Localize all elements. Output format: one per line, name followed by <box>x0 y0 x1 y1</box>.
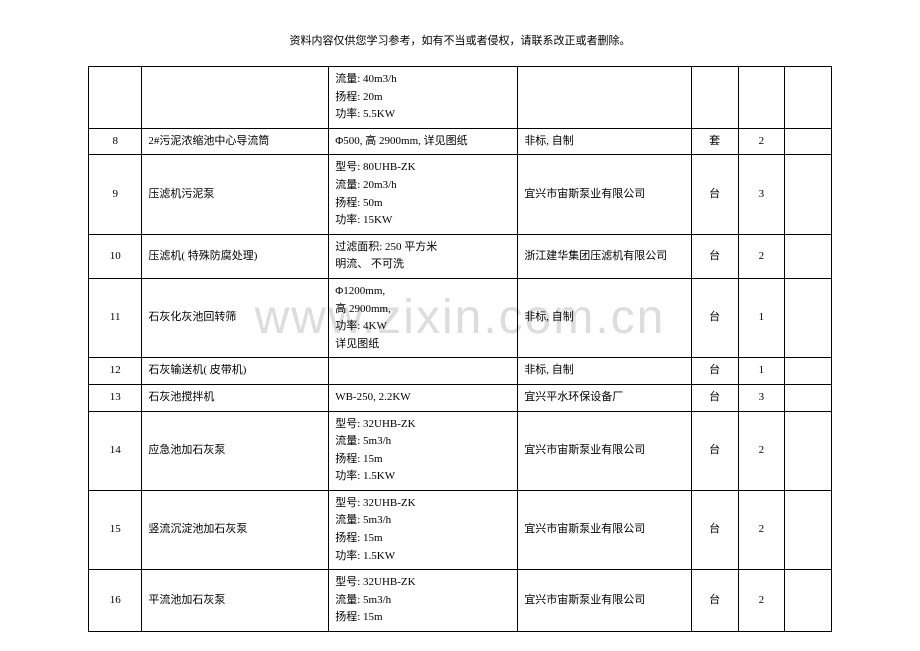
table-row: 流量: 40m3/h 扬程: 20m 功率: 5.5KW <box>89 67 832 129</box>
cell-name <box>142 67 329 129</box>
cell-note <box>785 128 832 155</box>
cell-manufacturer: 非标, 自制 <box>518 278 692 357</box>
table-row: 10压滤机( 特殊防腐处理)过滤面积: 250 平方米 明流、 不可洗浙江建华集… <box>89 234 832 278</box>
cell-manufacturer: 宜兴市宙斯泵业有限公司 <box>518 570 692 632</box>
cell-spec: 型号: 80UHB-ZK 流量: 20m3/h 扬程: 50m 功率: 15KW <box>329 155 518 234</box>
cell-quantity: 2 <box>738 128 785 155</box>
cell-name: 石灰输送机( 皮带机) <box>142 358 329 385</box>
cell-unit <box>691 67 738 129</box>
cell-quantity: 1 <box>738 278 785 357</box>
cell-spec: Φ1200mm, 高 2900mm, 功率: 4KW 详见图纸 <box>329 278 518 357</box>
cell-manufacturer: 宜兴市宙斯泵业有限公司 <box>518 411 692 490</box>
cell-spec: 型号: 32UHB-ZK 流量: 5m3/h 扬程: 15m <box>329 570 518 632</box>
cell-name: 石灰池搅拌机 <box>142 384 329 411</box>
cell-quantity: 3 <box>738 155 785 234</box>
cell-unit: 台 <box>691 278 738 357</box>
cell-unit: 台 <box>691 570 738 632</box>
cell-quantity: 2 <box>738 490 785 569</box>
cell-name: 2#污泥浓缩池中心导流筒 <box>142 128 329 155</box>
cell-quantity <box>738 67 785 129</box>
cell-name: 石灰化灰池回转筛 <box>142 278 329 357</box>
cell-manufacturer: 非标, 自制 <box>518 358 692 385</box>
cell-note <box>785 234 832 278</box>
page-header: 资料内容仅供您学习参考，如有不当或者侵权，请联系改正或者删除。 <box>0 0 920 66</box>
cell-spec: 型号: 32UHB-ZK 流量: 5m3/h 扬程: 15m 功率: 1.5KW <box>329 411 518 490</box>
cell-note <box>785 155 832 234</box>
cell-unit: 台 <box>691 155 738 234</box>
cell-name: 平流池加石灰泵 <box>142 570 329 632</box>
cell-index: 14 <box>89 411 142 490</box>
table-row: 9压滤机污泥泵型号: 80UHB-ZK 流量: 20m3/h 扬程: 50m 功… <box>89 155 832 234</box>
cell-spec: WB-250, 2.2KW <box>329 384 518 411</box>
cell-unit: 台 <box>691 384 738 411</box>
cell-spec: 型号: 32UHB-ZK 流量: 5m3/h 扬程: 15m 功率: 1.5KW <box>329 490 518 569</box>
cell-note <box>785 384 832 411</box>
cell-unit: 台 <box>691 358 738 385</box>
cell-manufacturer: 浙江建华集团压滤机有限公司 <box>518 234 692 278</box>
cell-spec: Φ500, 高 2900mm, 详见图纸 <box>329 128 518 155</box>
cell-quantity: 1 <box>738 358 785 385</box>
cell-spec <box>329 358 518 385</box>
cell-note <box>785 278 832 357</box>
cell-index: 11 <box>89 278 142 357</box>
cell-quantity: 2 <box>738 411 785 490</box>
cell-note <box>785 67 832 129</box>
cell-spec: 过滤面积: 250 平方米 明流、 不可洗 <box>329 234 518 278</box>
cell-unit: 台 <box>691 234 738 278</box>
cell-manufacturer: 宜兴市宙斯泵业有限公司 <box>518 155 692 234</box>
cell-name: 应急池加石灰泵 <box>142 411 329 490</box>
cell-index: 15 <box>89 490 142 569</box>
table-row: 15竖流沉淀池加石灰泵型号: 32UHB-ZK 流量: 5m3/h 扬程: 15… <box>89 490 832 569</box>
cell-manufacturer: 宜兴平水环保设备厂 <box>518 384 692 411</box>
cell-index: 9 <box>89 155 142 234</box>
cell-note <box>785 358 832 385</box>
table-row: 12石灰输送机( 皮带机) 非标, 自制台1 <box>89 358 832 385</box>
table-row: 13石灰池搅拌机WB-250, 2.2KW宜兴平水环保设备厂台3 <box>89 384 832 411</box>
table-row: 16平流池加石灰泵型号: 32UHB-ZK 流量: 5m3/h 扬程: 15m宜… <box>89 570 832 632</box>
cell-spec: 流量: 40m3/h 扬程: 20m 功率: 5.5KW <box>329 67 518 129</box>
cell-quantity: 3 <box>738 384 785 411</box>
table-row: 82#污泥浓缩池中心导流筒Φ500, 高 2900mm, 详见图纸非标, 自制套… <box>89 128 832 155</box>
cell-quantity: 2 <box>738 234 785 278</box>
cell-note <box>785 490 832 569</box>
equipment-table: 流量: 40m3/h 扬程: 20m 功率: 5.5KW82#污泥浓缩池中心导流… <box>88 66 832 632</box>
cell-note <box>785 570 832 632</box>
equipment-table-wrap: 流量: 40m3/h 扬程: 20m 功率: 5.5KW82#污泥浓缩池中心导流… <box>0 66 920 632</box>
cell-index: 10 <box>89 234 142 278</box>
table-row: 14应急池加石灰泵型号: 32UHB-ZK 流量: 5m3/h 扬程: 15m … <box>89 411 832 490</box>
cell-name: 压滤机( 特殊防腐处理) <box>142 234 329 278</box>
cell-index: 12 <box>89 358 142 385</box>
cell-note <box>785 411 832 490</box>
cell-name: 压滤机污泥泵 <box>142 155 329 234</box>
table-row: 11石灰化灰池回转筛Φ1200mm, 高 2900mm, 功率: 4KW 详见图… <box>89 278 832 357</box>
cell-manufacturer <box>518 67 692 129</box>
cell-unit: 台 <box>691 490 738 569</box>
cell-manufacturer: 宜兴市宙斯泵业有限公司 <box>518 490 692 569</box>
cell-index <box>89 67 142 129</box>
cell-index: 8 <box>89 128 142 155</box>
cell-unit: 台 <box>691 411 738 490</box>
cell-name: 竖流沉淀池加石灰泵 <box>142 490 329 569</box>
cell-index: 16 <box>89 570 142 632</box>
cell-index: 13 <box>89 384 142 411</box>
cell-quantity: 2 <box>738 570 785 632</box>
cell-unit: 套 <box>691 128 738 155</box>
cell-manufacturer: 非标, 自制 <box>518 128 692 155</box>
